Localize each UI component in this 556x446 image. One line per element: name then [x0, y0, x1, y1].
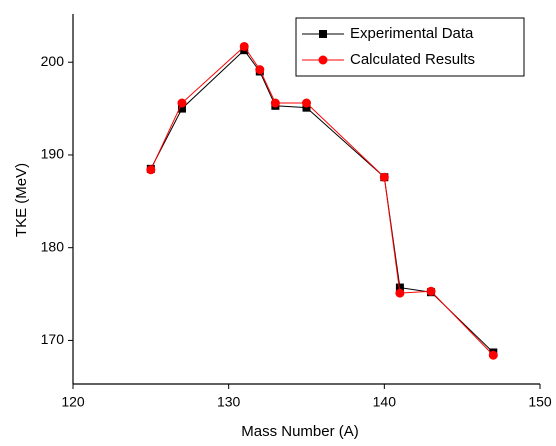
legend-marker	[318, 55, 328, 65]
data-point	[395, 283, 404, 292]
y-axis-label: TKE (MeV)	[13, 163, 30, 237]
y-tick-label: 190	[41, 146, 65, 162]
legend-box	[295, 17, 525, 77]
legend-label: Calculated Results	[350, 51, 475, 68]
data-point	[146, 165, 156, 175]
y-tick-label: 170	[41, 331, 65, 347]
data-point	[395, 288, 405, 298]
x-tick-label: 140	[373, 394, 397, 410]
data-point	[177, 104, 186, 113]
x-tick-label: 150	[528, 394, 552, 410]
series-line	[150, 45, 494, 356]
data-point	[270, 98, 280, 108]
x-axis-label: Mass Number (A)	[241, 423, 359, 440]
y-tick-label: 200	[41, 53, 65, 69]
legend-label: Experimental Data	[350, 25, 474, 42]
legend-marker	[319, 30, 327, 38]
series-line	[150, 49, 494, 353]
y-tick-label: 180	[41, 238, 65, 254]
data-point	[177, 98, 187, 108]
data-point	[426, 286, 436, 296]
x-tick-label: 130	[217, 394, 241, 410]
data-point	[379, 172, 389, 182]
x-tick-label: 120	[61, 394, 85, 410]
data-point	[239, 41, 249, 51]
data-point	[488, 350, 498, 360]
data-point	[255, 65, 265, 75]
data-point	[302, 103, 311, 112]
data-point	[302, 98, 311, 108]
